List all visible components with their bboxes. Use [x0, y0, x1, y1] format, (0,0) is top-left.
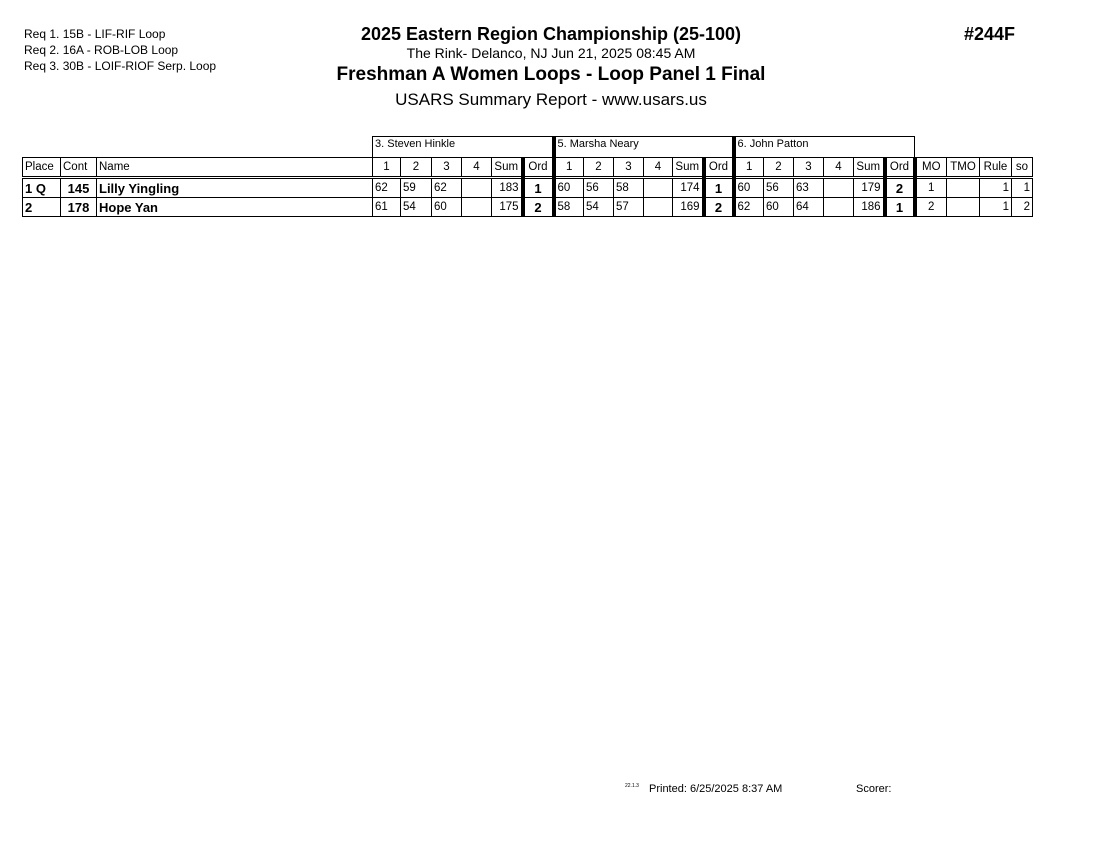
judge-ordinal: 1	[520, 177, 554, 198]
header-mark: 1	[372, 157, 401, 179]
venue-date: The Rink- Delanco, NJ Jun 21, 2025 08:45…	[406, 45, 696, 61]
mark: 54	[400, 197, 432, 217]
mark: 58	[613, 177, 644, 198]
mark	[461, 197, 492, 217]
judge-ordinal: 2	[701, 197, 734, 217]
mark	[643, 177, 673, 198]
mark: 63	[793, 177, 824, 198]
mark: 62	[731, 197, 764, 217]
header-so: so	[1011, 157, 1033, 179]
event-number: #244F	[964, 24, 1016, 44]
mark: 58	[551, 197, 584, 217]
header-ord: Ord	[520, 157, 554, 179]
header-sum: Sum	[672, 157, 704, 179]
requirement: Req 2. 16A - ROB-LOB Loop	[24, 43, 179, 57]
judge-sum: 186	[853, 197, 885, 217]
so: 1	[1011, 177, 1033, 198]
contestant-number: 178	[60, 197, 97, 217]
judge-ordinal: 1	[882, 197, 915, 217]
scorer-label: Scorer:	[856, 783, 892, 795]
skater-name: Hope Yan	[96, 197, 373, 217]
mark: 60	[551, 177, 584, 198]
requirement: Req 1. 15B - LIF-RIF Loop	[24, 27, 166, 41]
header-mark: 2	[583, 157, 614, 179]
competition-title: 2025 Eastern Region Championship (25-100…	[360, 24, 742, 44]
mark: 60	[731, 177, 764, 198]
mark: 56	[763, 177, 794, 198]
mark: 62	[431, 177, 462, 198]
header-mark: 1	[551, 157, 584, 179]
header-mark: 3	[793, 157, 824, 179]
requirements-list: Req 1. 15B - LIF-RIF Loop Req 2. 16A - R…	[24, 26, 216, 74]
printed-date: Printed: 6/25/2025 8:37 AM	[649, 783, 783, 795]
header-mark: 3	[613, 157, 644, 179]
judge-sum: 183	[491, 177, 523, 198]
total-majority-ordinal	[946, 177, 980, 198]
judge-sum: 169	[672, 197, 704, 217]
report-title: USARS Summary Report - www.usars.us	[395, 90, 707, 109]
place: 1 Q	[22, 177, 61, 198]
mark: 60	[763, 197, 794, 217]
total-majority-ordinal	[946, 197, 980, 217]
mark	[823, 197, 854, 217]
header-mark: 2	[763, 157, 794, 179]
judge-ordinal: 1	[701, 177, 734, 198]
spacer	[915, 137, 1033, 158]
header-mark: 4	[643, 157, 673, 179]
judge-name: 5. Marsha Neary	[551, 136, 734, 158]
mark	[461, 177, 492, 198]
mark	[643, 197, 673, 217]
judge-ordinal: 2	[882, 177, 915, 198]
judge-ordinal: 2	[520, 197, 554, 217]
header-mark: 4	[461, 157, 492, 179]
majority-ordinal: 1	[912, 177, 947, 198]
header-sum: Sum	[491, 157, 523, 179]
place: 2	[22, 197, 61, 217]
header-sum: Sum	[853, 157, 885, 179]
judge-sum: 174	[672, 177, 704, 198]
mark: 64	[793, 197, 824, 217]
requirement: Req 3. 30B - LOIF-RIOF Serp. Loop	[24, 59, 217, 73]
mark: 61	[372, 197, 401, 217]
mark: 59	[400, 177, 432, 198]
judge-sum: 179	[853, 177, 885, 198]
rule: 1	[979, 177, 1012, 198]
header-cont: Cont	[60, 157, 97, 179]
contestant-number: 145	[60, 177, 97, 198]
mark: 57	[613, 197, 644, 217]
mark: 62	[372, 177, 401, 198]
mark	[823, 177, 854, 198]
header-ord: Ord	[882, 157, 915, 179]
header-mark: 2	[400, 157, 432, 179]
so: 2	[1011, 197, 1033, 217]
event-title: Freshman A Women Loops - Loop Panel 1 Fi…	[336, 64, 766, 85]
judge-name: 6. John Patton	[731, 136, 915, 158]
judge-sum: 175	[491, 197, 523, 217]
table-row: 1 Q 145 Lilly Yingling 62 59 62 183 1 60 56 58 174 1…	[22, 177, 1033, 198]
table-row: 2 178 Hope Yan 61 54 60 175 2 58 54 57 169 2 62 60 64 18…	[22, 197, 1033, 217]
results-table: 3. Steven Hinkle 5. Marsha Neary 6. John P…	[22, 136, 1033, 217]
spacer	[23, 137, 373, 158]
header-mark: 3	[431, 157, 462, 179]
version-label: 22.1.3	[625, 783, 639, 789]
mark: 56	[583, 177, 614, 198]
judge-name: 3. Steven Hinkle	[372, 136, 554, 158]
header-rule: Rule	[979, 157, 1012, 179]
header-tmo: TMO	[946, 157, 980, 179]
header-mark: 1	[731, 157, 764, 179]
majority-ordinal: 2	[912, 197, 947, 217]
mark: 54	[583, 197, 614, 217]
header-ord: Ord	[701, 157, 734, 179]
header-name: Name	[96, 157, 373, 179]
rule: 1	[979, 197, 1012, 217]
judge-header-row: 3. Steven Hinkle 5. Marsha Neary 6. John P…	[23, 136, 1033, 158]
header-mark: 4	[823, 157, 854, 179]
mark: 60	[431, 197, 462, 217]
column-header-row: Place Cont Name 1 2 3 4 Sum Ord 1 2 3 4 Sum Ord 1 2 3 4 Sum…	[22, 157, 1033, 179]
header-place: Place	[22, 157, 61, 179]
skater-name: Lilly Yingling	[96, 177, 373, 198]
header-mo: MO	[912, 157, 947, 179]
